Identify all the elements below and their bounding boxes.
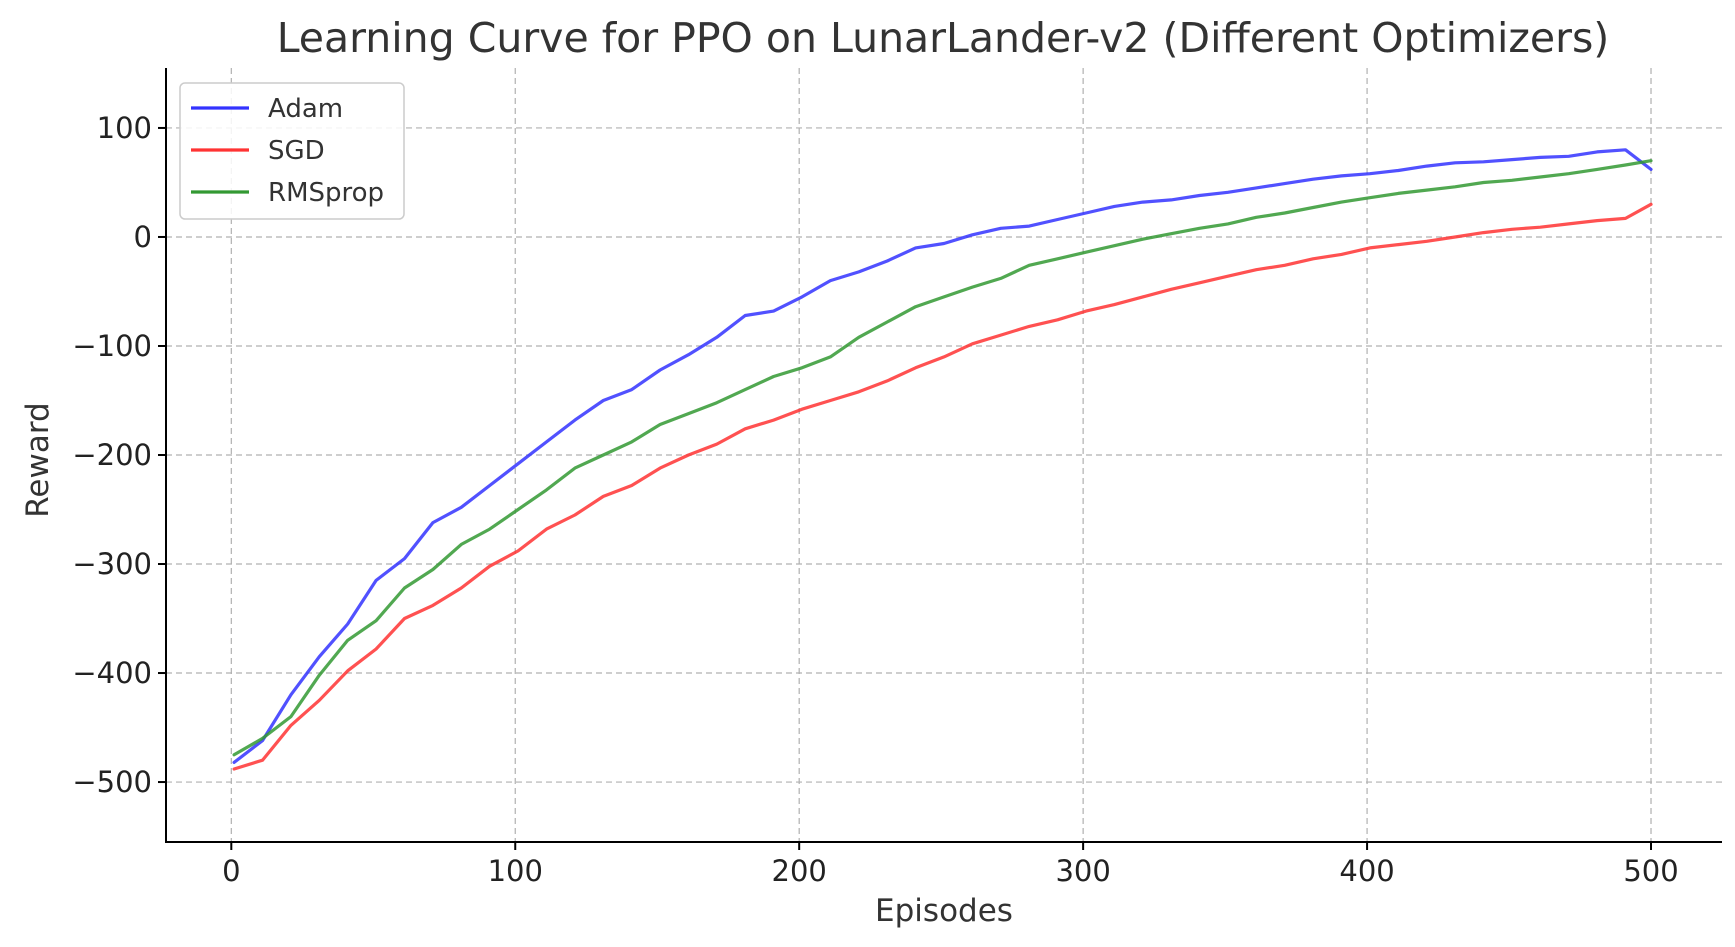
y-tick-label: −200 xyxy=(72,438,152,472)
x-tick-label: 400 xyxy=(1339,854,1394,888)
series-line-rmsprop xyxy=(232,159,1653,757)
x-tick-label: 0 xyxy=(222,854,240,888)
series-line-adam xyxy=(232,148,1653,764)
x-axis-label: Episodes xyxy=(875,893,1013,929)
y-tick-label: −400 xyxy=(72,656,152,690)
x-tick-label: 500 xyxy=(1623,854,1678,888)
y-tick-label: −300 xyxy=(72,547,152,581)
series-layer xyxy=(232,148,1653,771)
y-tick-label: 100 xyxy=(97,111,152,145)
y-axis-label: Reward xyxy=(20,402,56,517)
y-tick-label: −100 xyxy=(72,329,152,363)
x-tick-label: 300 xyxy=(1055,854,1110,888)
x-axis-ticks: 0 100 200 300 400 500 xyxy=(222,842,1679,888)
legend-label-adam: Adam xyxy=(268,94,343,124)
legend-label-rmsprop: RMSprop xyxy=(268,178,384,208)
chart-title: Learning Curve for PPO on LunarLander-v2… xyxy=(277,14,1610,62)
legend: Adam SGD RMSprop xyxy=(179,82,405,220)
x-tick-label: 100 xyxy=(488,854,543,888)
grid xyxy=(166,68,1722,842)
series-line-sgd xyxy=(232,202,1653,771)
legend-frame xyxy=(179,82,405,220)
y-tick-label: 0 xyxy=(134,220,152,254)
x-tick-label: 200 xyxy=(772,854,827,888)
y-axis-ticks: −500 −400 −300 −200 −100 0 100 xyxy=(72,111,166,799)
axes-spines xyxy=(165,68,1722,843)
legend-label-sgd: SGD xyxy=(268,136,325,166)
y-tick-label: −500 xyxy=(72,765,152,799)
